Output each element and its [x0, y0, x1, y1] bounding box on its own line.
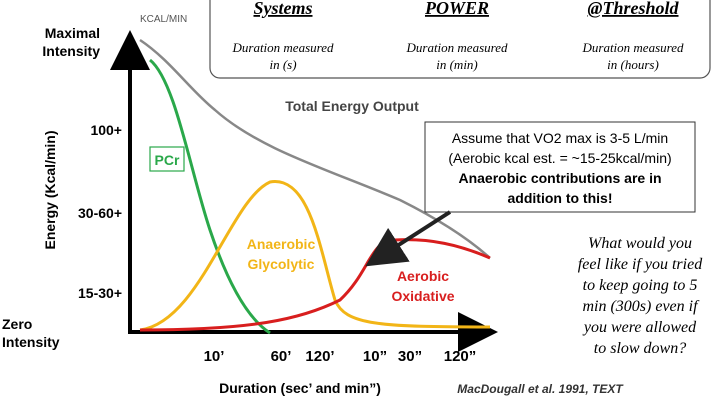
pcr-box [149, 146, 185, 172]
y-title: Energy (Kcal/min) [42, 130, 58, 249]
x-title: Duration (sec’ and min”) [219, 380, 381, 396]
header-text: in (min) [436, 57, 478, 72]
pcr-curve [149, 58, 271, 335]
question-text: min (300s) even if [582, 298, 700, 315]
y-label: 30-60+ [78, 205, 122, 221]
header-title: POWER [424, 0, 489, 18]
header-title: @Threshold [588, 0, 680, 18]
x-tick-label: 10’ [204, 348, 225, 365]
y-label: Intensity [2, 334, 60, 350]
note-text: Assume that VO2 max is 3-5 L/min [452, 130, 668, 146]
header-text: in (s) [269, 57, 296, 72]
x-tick-label: 120” [444, 348, 477, 365]
curve-label: Anaerobic [247, 236, 316, 252]
glycolytic-curve [139, 180, 491, 332]
header-text: Duration measured [582, 40, 684, 55]
question-text: you were allowed [582, 319, 697, 336]
citation: MacDougall et al. 1991, TEXT [457, 382, 624, 396]
curve-label: Glycolytic [248, 256, 315, 272]
total-curve [139, 38, 491, 259]
header-title: Systems [253, 0, 312, 18]
y-label: Intensity [42, 43, 100, 59]
curve-label: Total Energy Output [285, 98, 419, 114]
y-label: Zero [2, 316, 32, 332]
question-text: to keep going to 5 [583, 277, 698, 294]
note-box [424, 121, 696, 213]
note-text: Anaerobic contributions are in [458, 170, 661, 186]
x-tick-label: 10” [363, 348, 387, 365]
header-box [209, 0, 711, 79]
note-text: (Aerobic kcal est. = ~15-25kcal/min) [448, 150, 671, 166]
question-text: feel like if you tried [578, 256, 703, 273]
x-tick-label: 30” [398, 348, 422, 365]
y-label: 15-30+ [78, 285, 122, 301]
curve-label: Oxidative [391, 288, 454, 304]
question-text: to slow down? [594, 340, 686, 357]
note-arrow [365, 210, 452, 267]
curve-label: PCr [155, 152, 180, 168]
note-text: addition to this! [508, 190, 613, 206]
question-text: What would you [588, 235, 692, 252]
y-label: Maximal [45, 25, 100, 41]
header-text: in (hours) [607, 57, 659, 72]
y-label: 100+ [90, 122, 122, 138]
aerobic-curve [139, 238, 491, 332]
x-tick-label: 60’ [271, 348, 292, 365]
header-text: Duration measured [232, 40, 334, 55]
y-unit: KCAL/MIN [140, 14, 187, 25]
x-tick-label: 120’ [305, 348, 334, 365]
curve-label: Aerobic [397, 268, 449, 284]
header-text: Duration measured [406, 40, 508, 55]
